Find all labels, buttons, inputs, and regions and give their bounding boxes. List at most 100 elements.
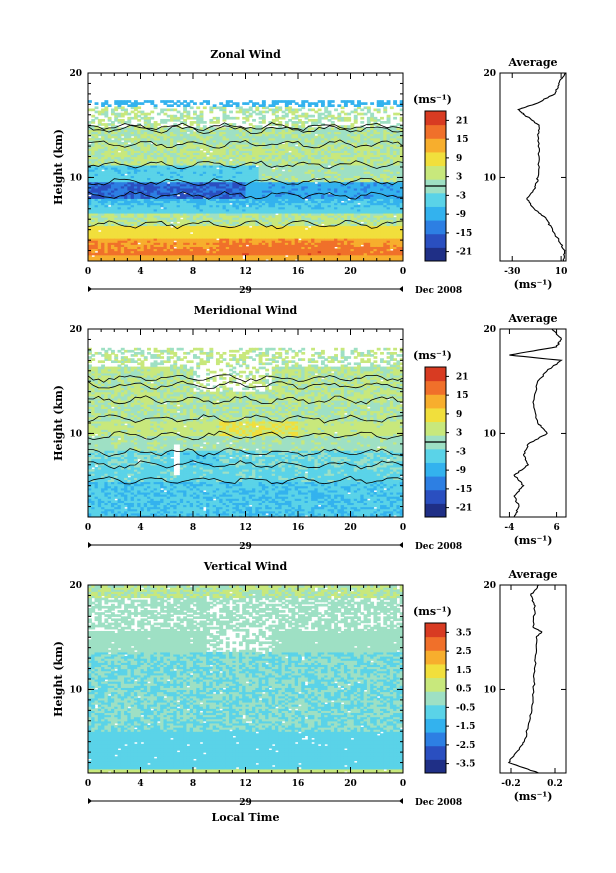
heatmap-cell xyxy=(140,144,145,147)
heatmap-cell xyxy=(232,223,237,227)
heatmap-cell xyxy=(114,223,119,227)
heatmap-cell xyxy=(91,231,96,235)
heatmap-cell xyxy=(245,254,250,258)
heatmap-cell xyxy=(88,215,92,218)
heatmap-cell xyxy=(110,171,115,174)
heatmap-cell xyxy=(301,244,306,247)
heatmap-cell xyxy=(314,171,319,174)
heatmap-cell xyxy=(186,231,191,235)
heatmap-cell xyxy=(173,235,178,239)
heatmap-cell xyxy=(245,114,250,118)
heatmap-cell xyxy=(252,210,256,214)
heatmap-cell xyxy=(271,179,276,183)
heatmap-cell xyxy=(101,246,106,250)
heatmap-cell xyxy=(179,254,184,258)
heatmap-cell xyxy=(150,204,155,208)
heatmap-cell xyxy=(143,233,148,237)
heatmap-cell xyxy=(156,189,161,193)
heatmap-cell xyxy=(284,238,289,241)
heatmap-cell xyxy=(179,198,184,202)
heatmap-cell xyxy=(114,108,119,112)
heatmap-cell xyxy=(238,240,243,243)
heatmap-cell xyxy=(176,118,181,122)
heatmap-cell xyxy=(222,173,227,176)
heatmap-cell xyxy=(242,227,247,231)
heatmap-cell xyxy=(291,162,296,166)
heatmap-cell xyxy=(225,210,230,214)
heatmap-cell xyxy=(196,139,201,143)
heatmap-cell xyxy=(252,252,256,256)
heatmap-cell xyxy=(107,160,112,164)
heatmap-cell xyxy=(284,144,289,147)
heatmap-cell xyxy=(298,148,302,151)
heatmap-cell xyxy=(110,212,115,216)
heatmap-cell xyxy=(238,244,243,247)
heatmap-cell xyxy=(166,139,171,143)
heatmap-cell xyxy=(91,233,96,237)
heatmap-cell xyxy=(176,235,181,239)
heatmap-cell xyxy=(143,198,148,202)
heatmap-cell xyxy=(117,215,122,218)
heatmap-cell xyxy=(307,175,312,179)
heatmap-cell xyxy=(127,221,132,224)
heatmap-cell xyxy=(288,233,293,237)
heatmap-cell xyxy=(219,219,224,222)
heatmap-cell xyxy=(104,152,109,156)
heatmap-cell xyxy=(120,254,125,258)
heatmap-cell xyxy=(94,244,99,247)
heatmap-cell xyxy=(245,135,250,139)
heatmap-cell xyxy=(232,137,237,141)
heatmap-cell xyxy=(91,202,96,206)
heatmap-cell xyxy=(117,242,122,245)
heatmap-cell xyxy=(189,162,194,166)
heatmap-cell xyxy=(232,204,237,208)
heatmap-cell xyxy=(298,212,302,216)
heatmap-cell xyxy=(238,156,243,160)
heatmap-cell xyxy=(202,219,207,222)
heatmap-cell xyxy=(281,246,286,250)
heatmap-cell xyxy=(143,183,148,187)
heatmap-cell xyxy=(245,250,250,254)
heatmap-cell xyxy=(137,175,142,179)
heatmap-cell xyxy=(261,177,266,181)
heatmap-cell xyxy=(101,133,106,137)
heatmap-cell xyxy=(202,185,207,189)
heatmap-cell xyxy=(130,139,135,143)
heatmap-cell xyxy=(275,200,279,204)
heatmap-cell xyxy=(245,160,250,164)
heatmap-cell xyxy=(110,189,115,193)
heatmap-cell xyxy=(110,231,115,235)
heatmap-cell xyxy=(298,200,302,204)
heatmap-cell xyxy=(320,192,325,195)
heatmap-cell xyxy=(288,208,293,212)
heatmap-cell xyxy=(163,217,168,220)
heatmap-cell xyxy=(248,254,253,258)
heatmap-cell xyxy=(189,189,194,193)
heatmap-cell xyxy=(153,133,158,137)
heatmap-cell xyxy=(140,248,145,252)
heatmap-cell xyxy=(255,125,260,128)
heatmap-cell xyxy=(143,252,148,256)
heatmap-cell xyxy=(278,250,283,254)
heatmap-cell xyxy=(261,252,266,256)
heatmap-cell xyxy=(124,121,128,124)
heatmap-cell xyxy=(166,133,171,137)
heatmap-cell xyxy=(183,131,188,135)
heatmap-cell xyxy=(199,229,204,233)
heatmap-cell xyxy=(275,189,279,193)
heatmap-cell xyxy=(317,148,322,151)
heatmap-cell xyxy=(275,108,279,112)
heatmap-cell xyxy=(301,189,306,193)
heatmap-cell xyxy=(206,100,211,103)
heatmap-cell xyxy=(255,106,260,110)
heatmap-cell xyxy=(222,219,227,222)
heatmap-cell xyxy=(268,210,273,214)
heatmap-cell xyxy=(212,200,217,204)
heatmap-cell xyxy=(202,206,207,210)
heatmap-cell xyxy=(298,118,302,122)
heatmap-cell xyxy=(271,204,276,208)
heatmap-cell xyxy=(163,181,168,185)
heatmap-cell xyxy=(212,240,217,243)
heatmap-cell xyxy=(304,137,309,141)
heatmap-cell xyxy=(147,100,151,103)
